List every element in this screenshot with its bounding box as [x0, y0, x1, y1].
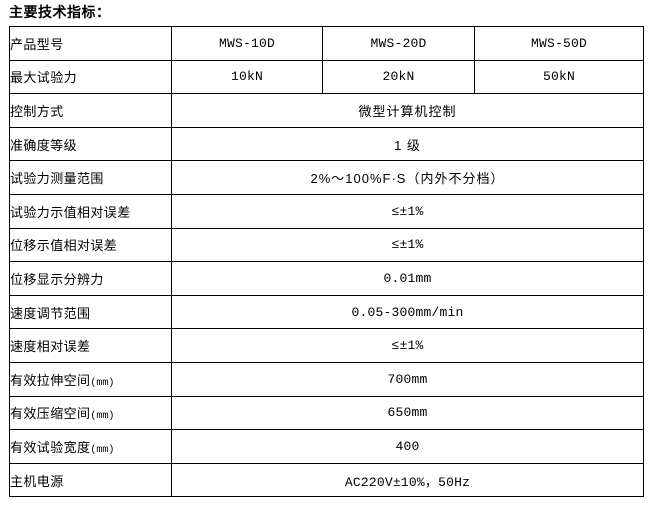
row-value-cell: MWS-10D: [171, 26, 323, 61]
row-label: 速度调节范围: [10, 305, 91, 321]
table-row: 有效压缩空间(mm) 650mm: [9, 395, 644, 431]
row-label-unit: (mm): [90, 377, 115, 389]
row-value-cell: ≤±1%: [171, 227, 644, 263]
row-label: 位移显示分辨力: [10, 271, 104, 287]
row-value-cell: 0.01mm: [171, 261, 644, 296]
row-value-cell: ≤±1%: [171, 193, 644, 229]
row-label-cell: 主机电源: [9, 462, 172, 498]
row-label: 位移示值相对误差: [10, 238, 118, 254]
row-value-cell: 700mm: [171, 361, 644, 397]
table-row: 准确度等级 1 级: [9, 126, 644, 162]
row-value-cell: 0.05-300mm/min: [171, 294, 644, 330]
table-row: 位移示值相对误差 ≤±1%: [9, 227, 644, 263]
row-label-cell: 速度调节范围: [9, 294, 172, 330]
row-label: 控制方式: [10, 103, 64, 119]
row-value-cell: 20kN: [322, 59, 475, 95]
row-label: 有效试验宽度: [10, 439, 91, 455]
table-row: 控制方式 微型计算机控制: [9, 93, 644, 128]
row-label-cell: 试验力测量范围: [9, 160, 172, 195]
row-label-cell: 有效试验宽度(mm): [9, 429, 172, 464]
row-label-cell: 最大试验力: [9, 59, 172, 95]
table-row: 有效试验宽度(mm) 400: [9, 429, 644, 464]
table-row: 位移显示分辨力 0.01mm: [9, 261, 644, 296]
row-label: 最大试验力: [10, 70, 78, 86]
row-label-cell: 准确度等级: [9, 126, 172, 162]
row-label-cell: 位移示值相对误差: [9, 227, 172, 263]
row-value-cell: 2%～100%F·S（内外不分档）: [171, 160, 644, 195]
page-title: 主要技术指标：: [9, 4, 111, 20]
table-row: 主机电源 AC220V±10%，50Hz: [9, 462, 644, 498]
row-label-cell: 位移显示分辨力: [9, 261, 172, 296]
row-label: 试验力测量范围: [10, 171, 104, 187]
table-row: 速度相对误差 ≤±1%: [9, 328, 644, 363]
row-label-cell: 有效拉伸空间(mm): [9, 361, 172, 397]
technical-specifications-table: 产品型号 MWS-10D MWS-20D MWS-50D 最大试验力 10kN 20kN 50…: [9, 26, 644, 498]
row-value-cell: 650mm: [171, 395, 644, 431]
row-value-cell: 微型计算机控制: [171, 93, 644, 128]
row-label-cell: 控制方式: [9, 93, 172, 128]
row-label: 有效压缩空间: [10, 406, 91, 422]
row-label-unit: (mm): [90, 444, 115, 456]
row-label: 主机电源: [10, 473, 64, 489]
row-value-cell: AC220V±10%，50Hz: [171, 462, 644, 498]
row-label-cell: 试验力示值相对误差: [9, 193, 172, 229]
table-row: 最大试验力 10kN 20kN 50kN: [9, 59, 644, 95]
row-value-cell: 50kN: [474, 59, 644, 95]
row-label: 产品型号: [10, 36, 64, 52]
row-value-cell: ≤±1%: [171, 328, 644, 363]
row-value-cell: 400: [171, 429, 644, 464]
row-label-unit: (mm): [90, 411, 115, 423]
table-row: 试验力示值相对误差 ≤±1%: [9, 193, 644, 229]
row-label-cell: 速度相对误差: [9, 328, 172, 363]
table-row: 试验力测量范围 2%～100%F·S（内外不分档）: [9, 160, 644, 195]
table-row: 速度调节范围 0.05-300mm/min: [9, 294, 644, 330]
row-label: 准确度等级: [10, 137, 78, 153]
row-value-cell: MWS-20D: [322, 26, 475, 61]
row-label-cell: 有效压缩空间(mm): [9, 395, 172, 431]
table-row: 产品型号 MWS-10D MWS-20D MWS-50D: [9, 26, 644, 61]
table-row: 有效拉伸空间(mm) 700mm: [9, 361, 644, 397]
row-value-cell: MWS-50D: [474, 26, 644, 61]
row-value-cell: 1 级: [171, 126, 644, 162]
row-label-cell: 产品型号: [9, 26, 172, 61]
row-label: 速度相对误差: [10, 339, 91, 355]
row-label: 试验力示值相对误差: [10, 204, 131, 220]
row-label: 有效拉伸空间: [10, 372, 91, 388]
spec-table-body: 产品型号 MWS-10D MWS-20D MWS-50D 最大试验力 10kN 20kN 50…: [9, 26, 644, 498]
row-value-cell: 10kN: [171, 59, 323, 95]
